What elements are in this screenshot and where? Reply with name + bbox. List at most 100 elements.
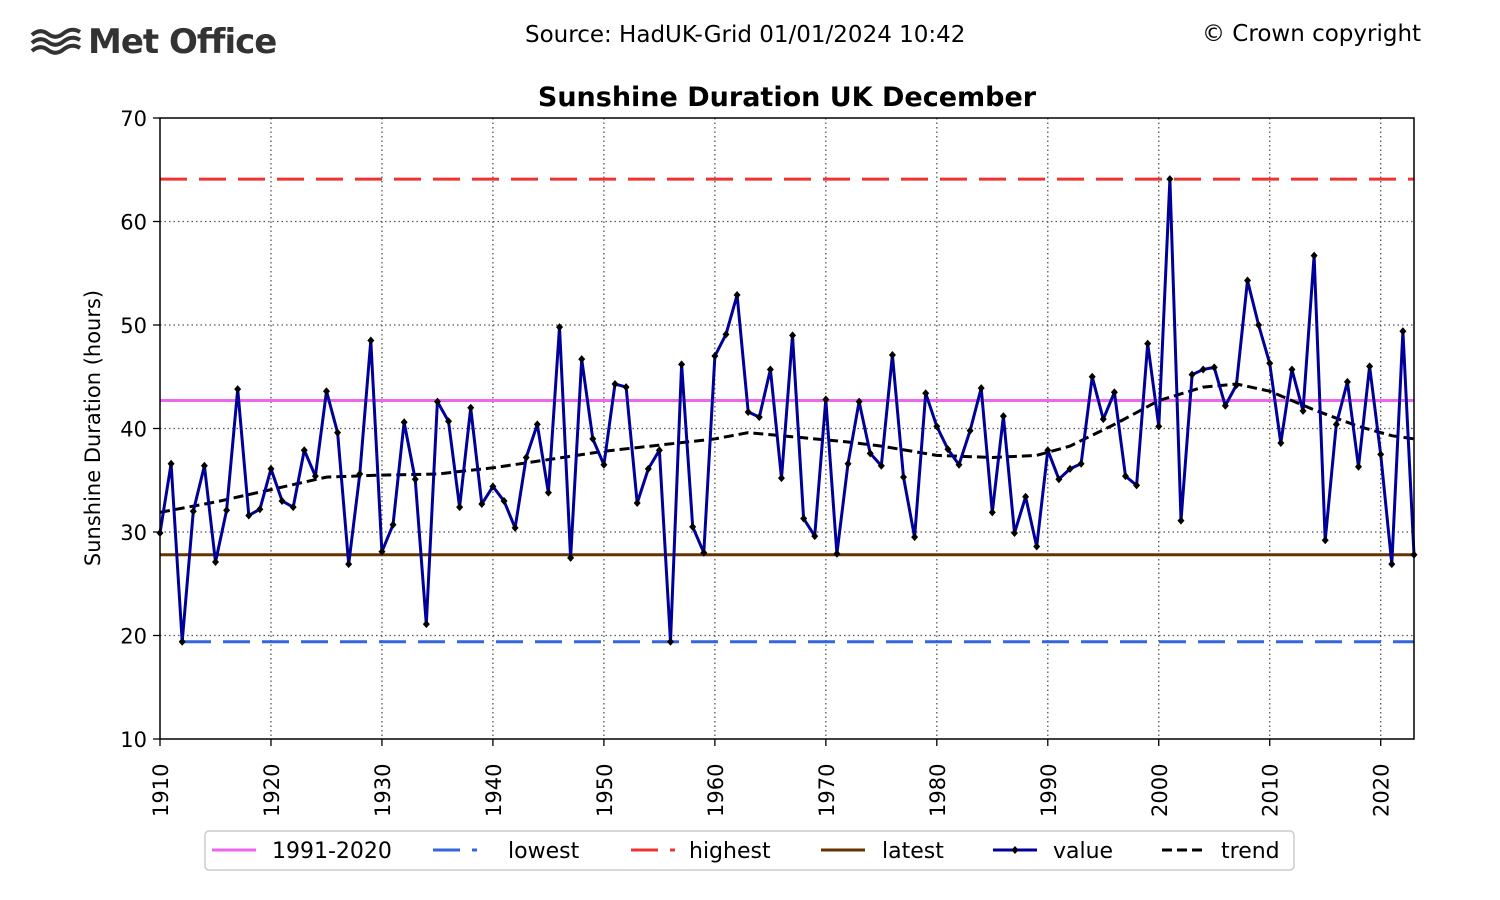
value-point	[322, 387, 330, 396]
value-point	[1355, 462, 1363, 471]
legend-label: value	[1053, 839, 1113, 864]
value-point	[445, 417, 453, 426]
legend-item-latest: latest	[821, 839, 944, 864]
legend-label: trend	[1221, 839, 1280, 864]
value-point	[1121, 472, 1129, 481]
value-point	[1244, 276, 1252, 285]
value-point	[578, 355, 586, 364]
legend-item-highest: highest	[631, 839, 771, 864]
value-point	[267, 464, 275, 473]
value-point	[1399, 327, 1407, 336]
legend-item-lowest: lowest	[433, 839, 580, 864]
value-point	[311, 472, 319, 481]
value-point	[611, 379, 619, 388]
value-point	[1232, 381, 1240, 390]
value-point	[666, 637, 674, 646]
value-point	[644, 464, 652, 473]
value-point	[855, 397, 863, 406]
value-point	[1299, 406, 1307, 415]
value-point	[999, 412, 1007, 421]
value-point	[944, 445, 952, 454]
legend-label: latest	[882, 839, 944, 864]
value-point	[1277, 438, 1285, 447]
met-office-logo: Met Office	[30, 22, 277, 62]
value-point	[888, 351, 896, 360]
x-tick-label: 1980	[926, 764, 950, 817]
x-tick-label: 1960	[704, 764, 728, 817]
value-point	[1255, 321, 1263, 329]
value-point	[1022, 492, 1030, 501]
x-tick-label: 1970	[815, 764, 839, 817]
value-point	[911, 533, 919, 542]
value-point	[844, 459, 852, 468]
value-point	[722, 330, 730, 339]
x-tick-label: 1940	[482, 764, 506, 817]
value-point	[900, 473, 908, 482]
value-point	[367, 336, 375, 345]
x-tick-label: 1950	[593, 764, 617, 817]
y-tick-label: 20	[120, 625, 147, 649]
value-point	[567, 553, 575, 562]
legend: 1991-2020 lowest highest latest value trend	[204, 830, 1295, 871]
value-point	[234, 385, 242, 394]
x-tick-label: 2020	[1370, 764, 1394, 817]
value-point	[544, 488, 552, 497]
value-point	[966, 426, 974, 435]
value-point	[1343, 377, 1351, 386]
copyright-label: © Crown copyright	[1202, 21, 1422, 47]
value-point	[1166, 175, 1174, 184]
y-tick-label: 50	[120, 314, 147, 338]
x-tick-label: 1930	[371, 764, 395, 817]
value-point	[1133, 481, 1141, 490]
value-point	[478, 500, 486, 509]
value-point	[933, 422, 941, 431]
value-point	[456, 503, 464, 512]
value-point	[1010, 529, 1018, 538]
value-point	[167, 459, 175, 468]
x-tick-label: 1920	[260, 764, 284, 817]
logo-text: Met Office	[88, 22, 277, 62]
value-point	[334, 428, 342, 437]
legend-marker	[1011, 846, 1019, 854]
value-point	[777, 474, 785, 483]
value-point	[700, 548, 708, 557]
value-point	[600, 460, 608, 469]
y-axis-label: Sunshine Duration (hours)	[81, 290, 105, 566]
value-point	[744, 407, 752, 416]
value-point	[1099, 415, 1107, 424]
value-point	[511, 523, 519, 532]
value-point	[1088, 372, 1096, 381]
legend-box	[204, 830, 1295, 871]
y-tick-label: 10	[120, 728, 147, 752]
value-point	[833, 549, 841, 558]
x-tick-label: 2010	[1259, 764, 1283, 817]
value-point	[289, 503, 297, 512]
legend-item-baseline: 1991-2020	[212, 839, 392, 864]
value-point	[400, 418, 408, 427]
value-point	[200, 461, 208, 470]
value-point	[1199, 365, 1207, 374]
value-point	[733, 290, 741, 299]
value-point	[411, 475, 419, 484]
value-point	[977, 384, 985, 393]
value-point	[1033, 542, 1041, 551]
chart-title: Sunshine Duration UK December	[538, 82, 1037, 113]
value-point	[245, 511, 253, 520]
value-point	[1288, 365, 1296, 374]
source-label: Source: HadUK-Grid 01/01/2024 10:42	[525, 22, 966, 48]
value-point	[1055, 475, 1063, 484]
value-point	[422, 620, 430, 629]
grid	[160, 118, 1414, 739]
value-point	[1377, 450, 1385, 459]
waves-icon	[30, 27, 82, 55]
value-point	[189, 507, 197, 516]
y-tick-label: 40	[120, 418, 147, 442]
legend-item-value: value	[993, 839, 1113, 864]
value-point	[256, 505, 264, 514]
value-point	[822, 395, 830, 404]
value-point	[1144, 339, 1152, 348]
value-point	[877, 461, 885, 470]
value-point	[922, 389, 930, 398]
value-point	[533, 420, 541, 429]
value-point	[622, 383, 630, 392]
